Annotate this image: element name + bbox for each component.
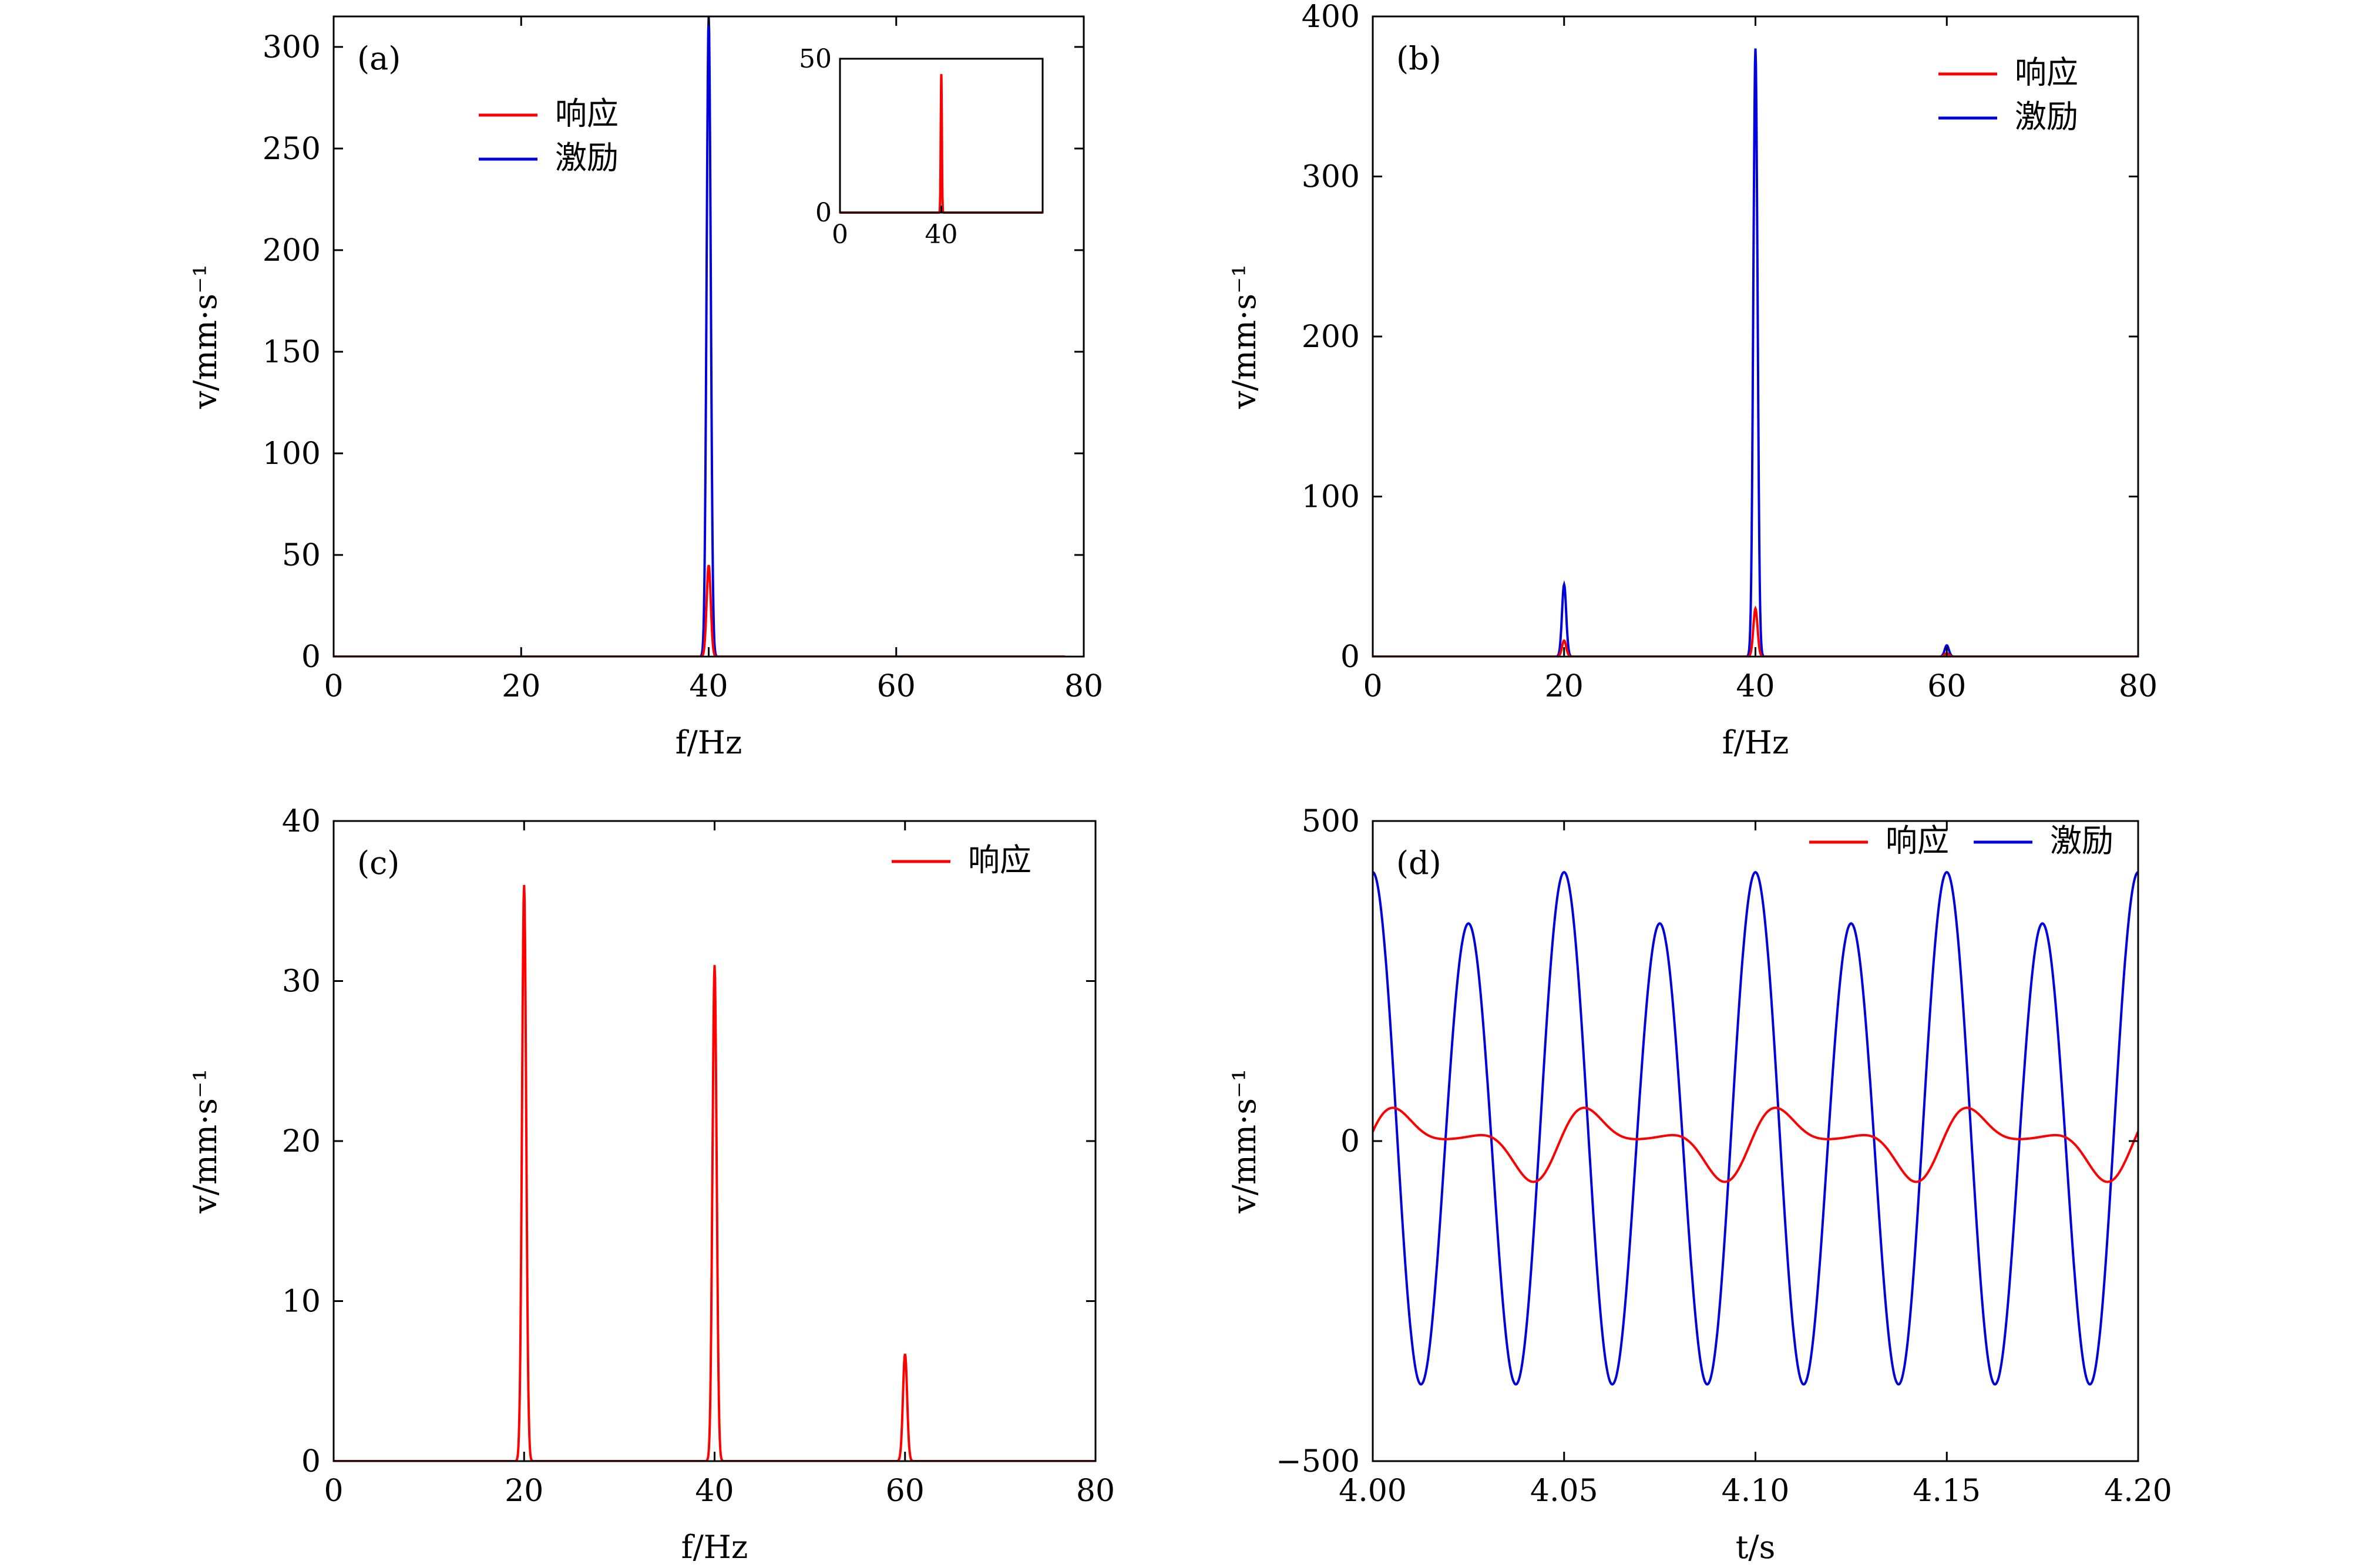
x-tick-label: 4.00 xyxy=(1339,1473,1407,1509)
legend: 响应 xyxy=(892,842,1031,879)
x-tick-label: 0 xyxy=(1363,669,1382,704)
series-line-response xyxy=(1373,1106,2138,1183)
x-tick-label: 80 xyxy=(2119,669,2158,704)
x-tick-label: 4.20 xyxy=(2104,1473,2172,1509)
y-tick-label: 0 xyxy=(301,640,321,675)
x-axis-label: t/s xyxy=(1736,1529,1776,1566)
plot-area xyxy=(334,884,1096,1461)
x-tick-label: 80 xyxy=(1076,1473,1115,1509)
y-tick-label: 200 xyxy=(1302,319,1360,355)
x-tick-label: 40 xyxy=(1736,669,1775,704)
y-tick-label: −500 xyxy=(1276,1444,1360,1479)
series-line-excitation xyxy=(1373,48,2138,657)
legend-entry: 响应 xyxy=(555,95,619,132)
y-tick-label: 500 xyxy=(1302,804,1360,839)
y-tick-label: 10 xyxy=(282,1284,321,1320)
chart-panel-4: 4.00 4.05 4.10 4.15 4.20 −500 0 500 t/s v/mm·s⁻¹ (… xyxy=(1226,804,2172,1566)
y-tick-label: 30 xyxy=(282,964,321,1000)
x-tick-label: 20 xyxy=(1545,669,1584,704)
panel-label: (b) xyxy=(1396,40,1441,77)
legend: 响应 激励 xyxy=(1809,822,2113,859)
x-axis-label: f/Hz xyxy=(681,1529,748,1566)
series-line-response xyxy=(334,884,1096,1461)
y-tick-label: 20 xyxy=(282,1124,321,1159)
series-line-excitation xyxy=(1373,870,2138,1386)
y-tick-label: 150 xyxy=(263,335,321,370)
y-axis-label: v/mm·s⁻¹ xyxy=(187,264,224,409)
legend-entry: 激励 xyxy=(2050,822,2113,859)
x-tick-label: 20 xyxy=(505,1473,543,1509)
x-tick-label: 4.05 xyxy=(1530,1473,1598,1509)
x-tick-label: 4.15 xyxy=(1913,1473,1981,1509)
x-axis-label: f/Hz xyxy=(1722,724,1789,761)
y-tick-label: 250 xyxy=(263,132,321,167)
y-tick-label: 100 xyxy=(1302,480,1360,515)
chart-panel-2: 0 20 40 60 80 0 100 200 300 400 f/Hz v/mm·s⁻¹ (b) 响应激… xyxy=(1226,0,2158,761)
y-tick-label: 100 xyxy=(263,436,321,472)
plot-frame xyxy=(332,820,1097,1462)
inset-y-tick-label: 50 xyxy=(799,44,832,74)
y-tick-label: 50 xyxy=(282,538,321,573)
series-line-response xyxy=(334,564,1066,657)
y-axis-label: v/mm·s⁻¹ xyxy=(1226,264,1263,409)
x-axis-label: f/Hz xyxy=(676,724,742,761)
plot-frame xyxy=(1372,820,2139,1462)
y-tick-label: 400 xyxy=(1302,0,1360,35)
plot-area xyxy=(1373,48,2138,657)
x-tick-label: 60 xyxy=(1927,669,1966,704)
y-tick-label: 200 xyxy=(263,233,321,268)
x-tick-label: 4.10 xyxy=(1722,1473,1790,1509)
y-tick-label: 0 xyxy=(301,1444,321,1479)
panel-label: (d) xyxy=(1396,844,1441,881)
y-tick-label: 40 xyxy=(282,804,321,839)
x-tick-label: 80 xyxy=(1064,669,1103,704)
x-tick-label: 40 xyxy=(695,1473,734,1509)
legend-entry: 激励 xyxy=(555,139,619,176)
inset-chart: 0 40 0 50 xyxy=(799,44,1044,250)
x-tick-label: 0 xyxy=(324,1473,343,1509)
legend-entry: 响应 xyxy=(2015,54,2078,91)
legend-entry: 响应 xyxy=(1886,822,1949,859)
panel-label: (a) xyxy=(357,40,401,77)
y-tick-label: 0 xyxy=(1340,640,1360,675)
y-tick-label: 300 xyxy=(263,30,321,65)
y-tick-label: 0 xyxy=(1340,1124,1360,1159)
y-tick-label: 300 xyxy=(1302,160,1360,195)
plot-area xyxy=(1373,870,2138,1386)
y-axis-label: v/mm·s⁻¹ xyxy=(1226,1069,1263,1214)
x-tick-label: 20 xyxy=(502,669,540,704)
series-line-response xyxy=(1373,605,2138,657)
inset-x-tick-label: 40 xyxy=(925,220,958,250)
x-tick-label: 40 xyxy=(689,669,728,704)
panel-label: (c) xyxy=(357,844,399,881)
x-tick-label: 60 xyxy=(877,669,916,704)
chart-panel-3: 0 20 40 60 80 0 10 20 30 40 f/Hz v/mm·s⁻¹ (c) 响应 xyxy=(187,804,1115,1566)
inset-x-tick-label: 0 xyxy=(832,220,848,250)
chart-panel-1: 0 20 40 60 80 0 50 100 150 200 250 300 f/Hz v/mm·s⁻¹ (… xyxy=(187,15,1103,761)
inset-y-tick-label: 0 xyxy=(815,198,832,228)
y-axis-label: v/mm·s⁻¹ xyxy=(187,1069,224,1214)
legend-entry: 响应 xyxy=(968,842,1031,879)
legend-entry: 激励 xyxy=(2015,98,2078,135)
x-tick-label: 60 xyxy=(886,1473,925,1509)
x-tick-label: 0 xyxy=(324,669,343,704)
